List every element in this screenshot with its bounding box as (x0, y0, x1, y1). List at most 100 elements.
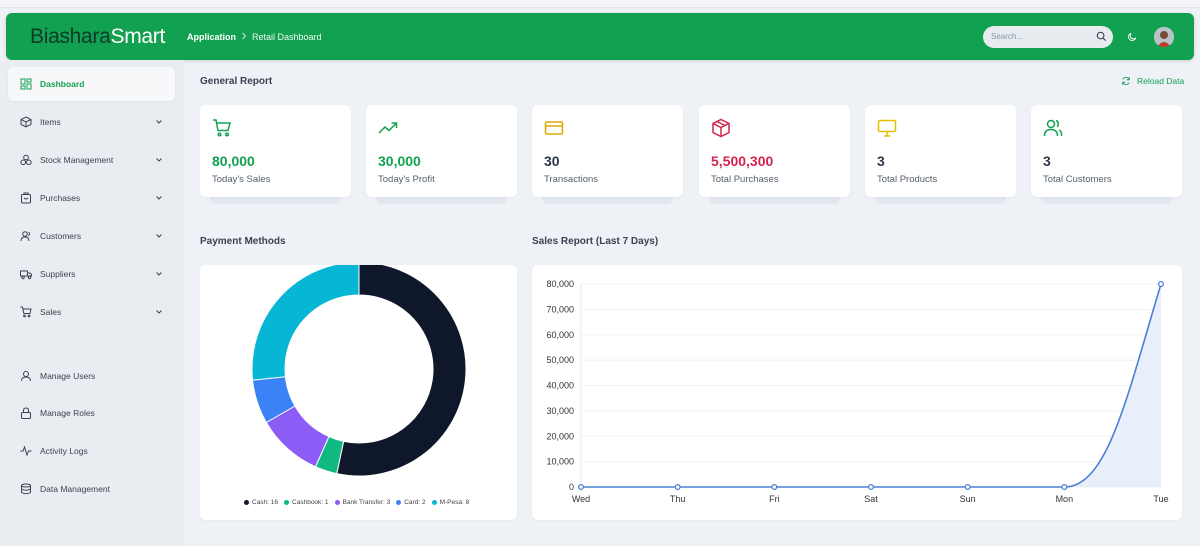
chevron-down-icon (155, 119, 163, 125)
sales-point-sun[interactable] (964, 483, 971, 491)
cart-icon (212, 118, 339, 138)
stat-card-transactions: 30 Transactions (532, 105, 683, 197)
sales-point-thu[interactable] (674, 483, 681, 491)
breadcrumb: Application Retail Dashboard (187, 32, 322, 42)
payment-methods-panel (200, 265, 517, 520)
sales-point-mon[interactable] (1061, 483, 1068, 491)
sidebar-item-label: Manage Users (40, 371, 96, 381)
activity-icon (20, 445, 32, 457)
stat-label: Total Purchases (711, 174, 779, 185)
legend-label: Card: 2 (404, 499, 426, 506)
stat-value: 30 (544, 153, 560, 169)
legend-item-bank-transfer[interactable]: Bank Transfer: 3 (334, 499, 391, 506)
stat-card-todays-profit: 30,000 Today's Profit (366, 105, 517, 197)
breadcrumb-retail-dashboard: Retail Dashboard (252, 31, 322, 42)
card-shadow (210, 196, 341, 204)
top-header: BiasharaSmart Application Retail Dashboa… (6, 13, 1194, 60)
logo-text-part2: Smart (110, 24, 165, 48)
sidebar-item-manage-roles[interactable]: Manage Roles (8, 396, 175, 430)
y-tick-label: 0 (569, 482, 574, 492)
x-tick-label: Thu (670, 494, 686, 504)
sidebar-item-label: Items (40, 117, 61, 127)
legend-label: Cash: 16 (252, 499, 279, 506)
y-tick-label: 50,000 (546, 355, 574, 365)
package-icon (711, 118, 838, 138)
sidebar-item-label: Purchases (40, 193, 81, 203)
stat-value: 30,000 (378, 153, 421, 169)
card-shadow (376, 196, 507, 204)
sidebar-item-items[interactable]: Items (8, 105, 175, 139)
sidebar-item-label: Manage Roles (40, 408, 95, 418)
x-tick-label: Fri (769, 494, 780, 504)
search-icon[interactable] (1096, 31, 1107, 42)
stat-value: 3 (877, 153, 885, 169)
sales-point-fri[interactable] (771, 483, 778, 491)
breadcrumb-separator-icon (241, 32, 247, 42)
stat-label: Today's Profit (378, 174, 435, 185)
y-tick-label: 10,000 (546, 457, 574, 467)
legend-item-mpesa[interactable]: M-Pesa: 8 (431, 499, 469, 506)
app-logo[interactable]: BiasharaSmart (30, 25, 165, 49)
sales-point-tue[interactable] (1157, 280, 1165, 288)
payment-methods-title: Payment Methods (200, 236, 286, 247)
stat-value: 80,000 (212, 153, 255, 169)
dark-mode-moon-icon[interactable] (1127, 31, 1138, 42)
cart-icon (20, 306, 32, 318)
sidebar-item-manage-users[interactable]: Manage Users (8, 359, 175, 393)
search-input[interactable] (991, 32, 1096, 41)
sidebar-item-sales[interactable]: Sales (8, 295, 175, 329)
legend-dot (396, 500, 402, 505)
sales-area-fill (581, 284, 1161, 487)
x-tick-label: Sat (864, 494, 878, 504)
sales-point-sat[interactable] (867, 483, 875, 491)
sidebar-item-label: Activity Logs (40, 446, 88, 456)
sidebar-item-data-management[interactable]: Data Management (8, 472, 175, 506)
sidebar-item-suppliers[interactable]: Suppliers (8, 257, 175, 291)
reload-data-button[interactable]: Reload Data (1121, 76, 1184, 86)
user-avatar[interactable] (1154, 26, 1174, 47)
search-box (983, 25, 1113, 48)
x-tick-label: Wed (572, 494, 590, 504)
legend-label: Bank Transfer: 3 (342, 499, 391, 506)
card-shadow (875, 196, 1006, 204)
chevron-down-icon (155, 157, 163, 163)
users-icon (1043, 118, 1170, 138)
sales-report-area-chart: 0 10,000 20,000 30,000 40,000 50,000 60,000 70,… (546, 279, 1168, 504)
sidebar-item-label: Customers (40, 231, 82, 241)
sidebar-item-customers[interactable]: Customers (8, 219, 175, 253)
legend-item-card[interactable]: Card: 2 (396, 499, 426, 506)
sidebar-item-label: Suppliers (40, 269, 76, 279)
purchases-icon (20, 192, 32, 204)
y-tick-label: 40,000 (546, 381, 574, 391)
trending-up-icon (378, 118, 505, 138)
card-shadow (1041, 196, 1172, 204)
y-tick-label: 80,000 (546, 279, 574, 289)
card-shadow (709, 196, 840, 204)
y-tick-label: 20,000 (546, 431, 574, 441)
sales-report-panel (532, 265, 1182, 520)
sidebar-item-stock-management[interactable]: Stock Management (8, 143, 175, 177)
legend-item-cashbook[interactable]: Cashbook: 1 (284, 499, 329, 506)
sidebar-item-purchases[interactable]: Purchases (8, 181, 175, 215)
y-tick-label: 70,000 (546, 304, 574, 314)
chevron-down-icon (155, 271, 163, 277)
user-icon (20, 370, 32, 382)
sidebar-item-label: Dashboard (40, 79, 85, 89)
breadcrumb-application[interactable]: Application (187, 31, 236, 42)
doughnut-slice-m-pesa[interactable] (251, 265, 360, 381)
sidebar-item-activity-logs[interactable]: Activity Logs (8, 434, 175, 468)
stat-label: Total Customers (1043, 174, 1112, 185)
legend-item-cash[interactable]: Cash: 16 (244, 499, 278, 506)
payment-methods-doughnut-chart (251, 265, 467, 477)
dashboard-icon (20, 78, 32, 90)
customers-icon (20, 230, 32, 242)
stat-card-todays-sales: 80,000 Today's Sales (200, 105, 351, 197)
doughnut-slice-cash[interactable] (336, 265, 467, 477)
stat-label: Transactions (544, 174, 599, 185)
y-tick-label: 30,000 (546, 406, 574, 416)
monitor-icon (877, 118, 1004, 138)
sidebar-item-dashboard[interactable]: Dashboard (8, 67, 175, 101)
legend-dot (334, 500, 340, 505)
sidebar-item-label: Sales (40, 307, 62, 317)
sales-point-wed[interactable] (577, 483, 585, 491)
